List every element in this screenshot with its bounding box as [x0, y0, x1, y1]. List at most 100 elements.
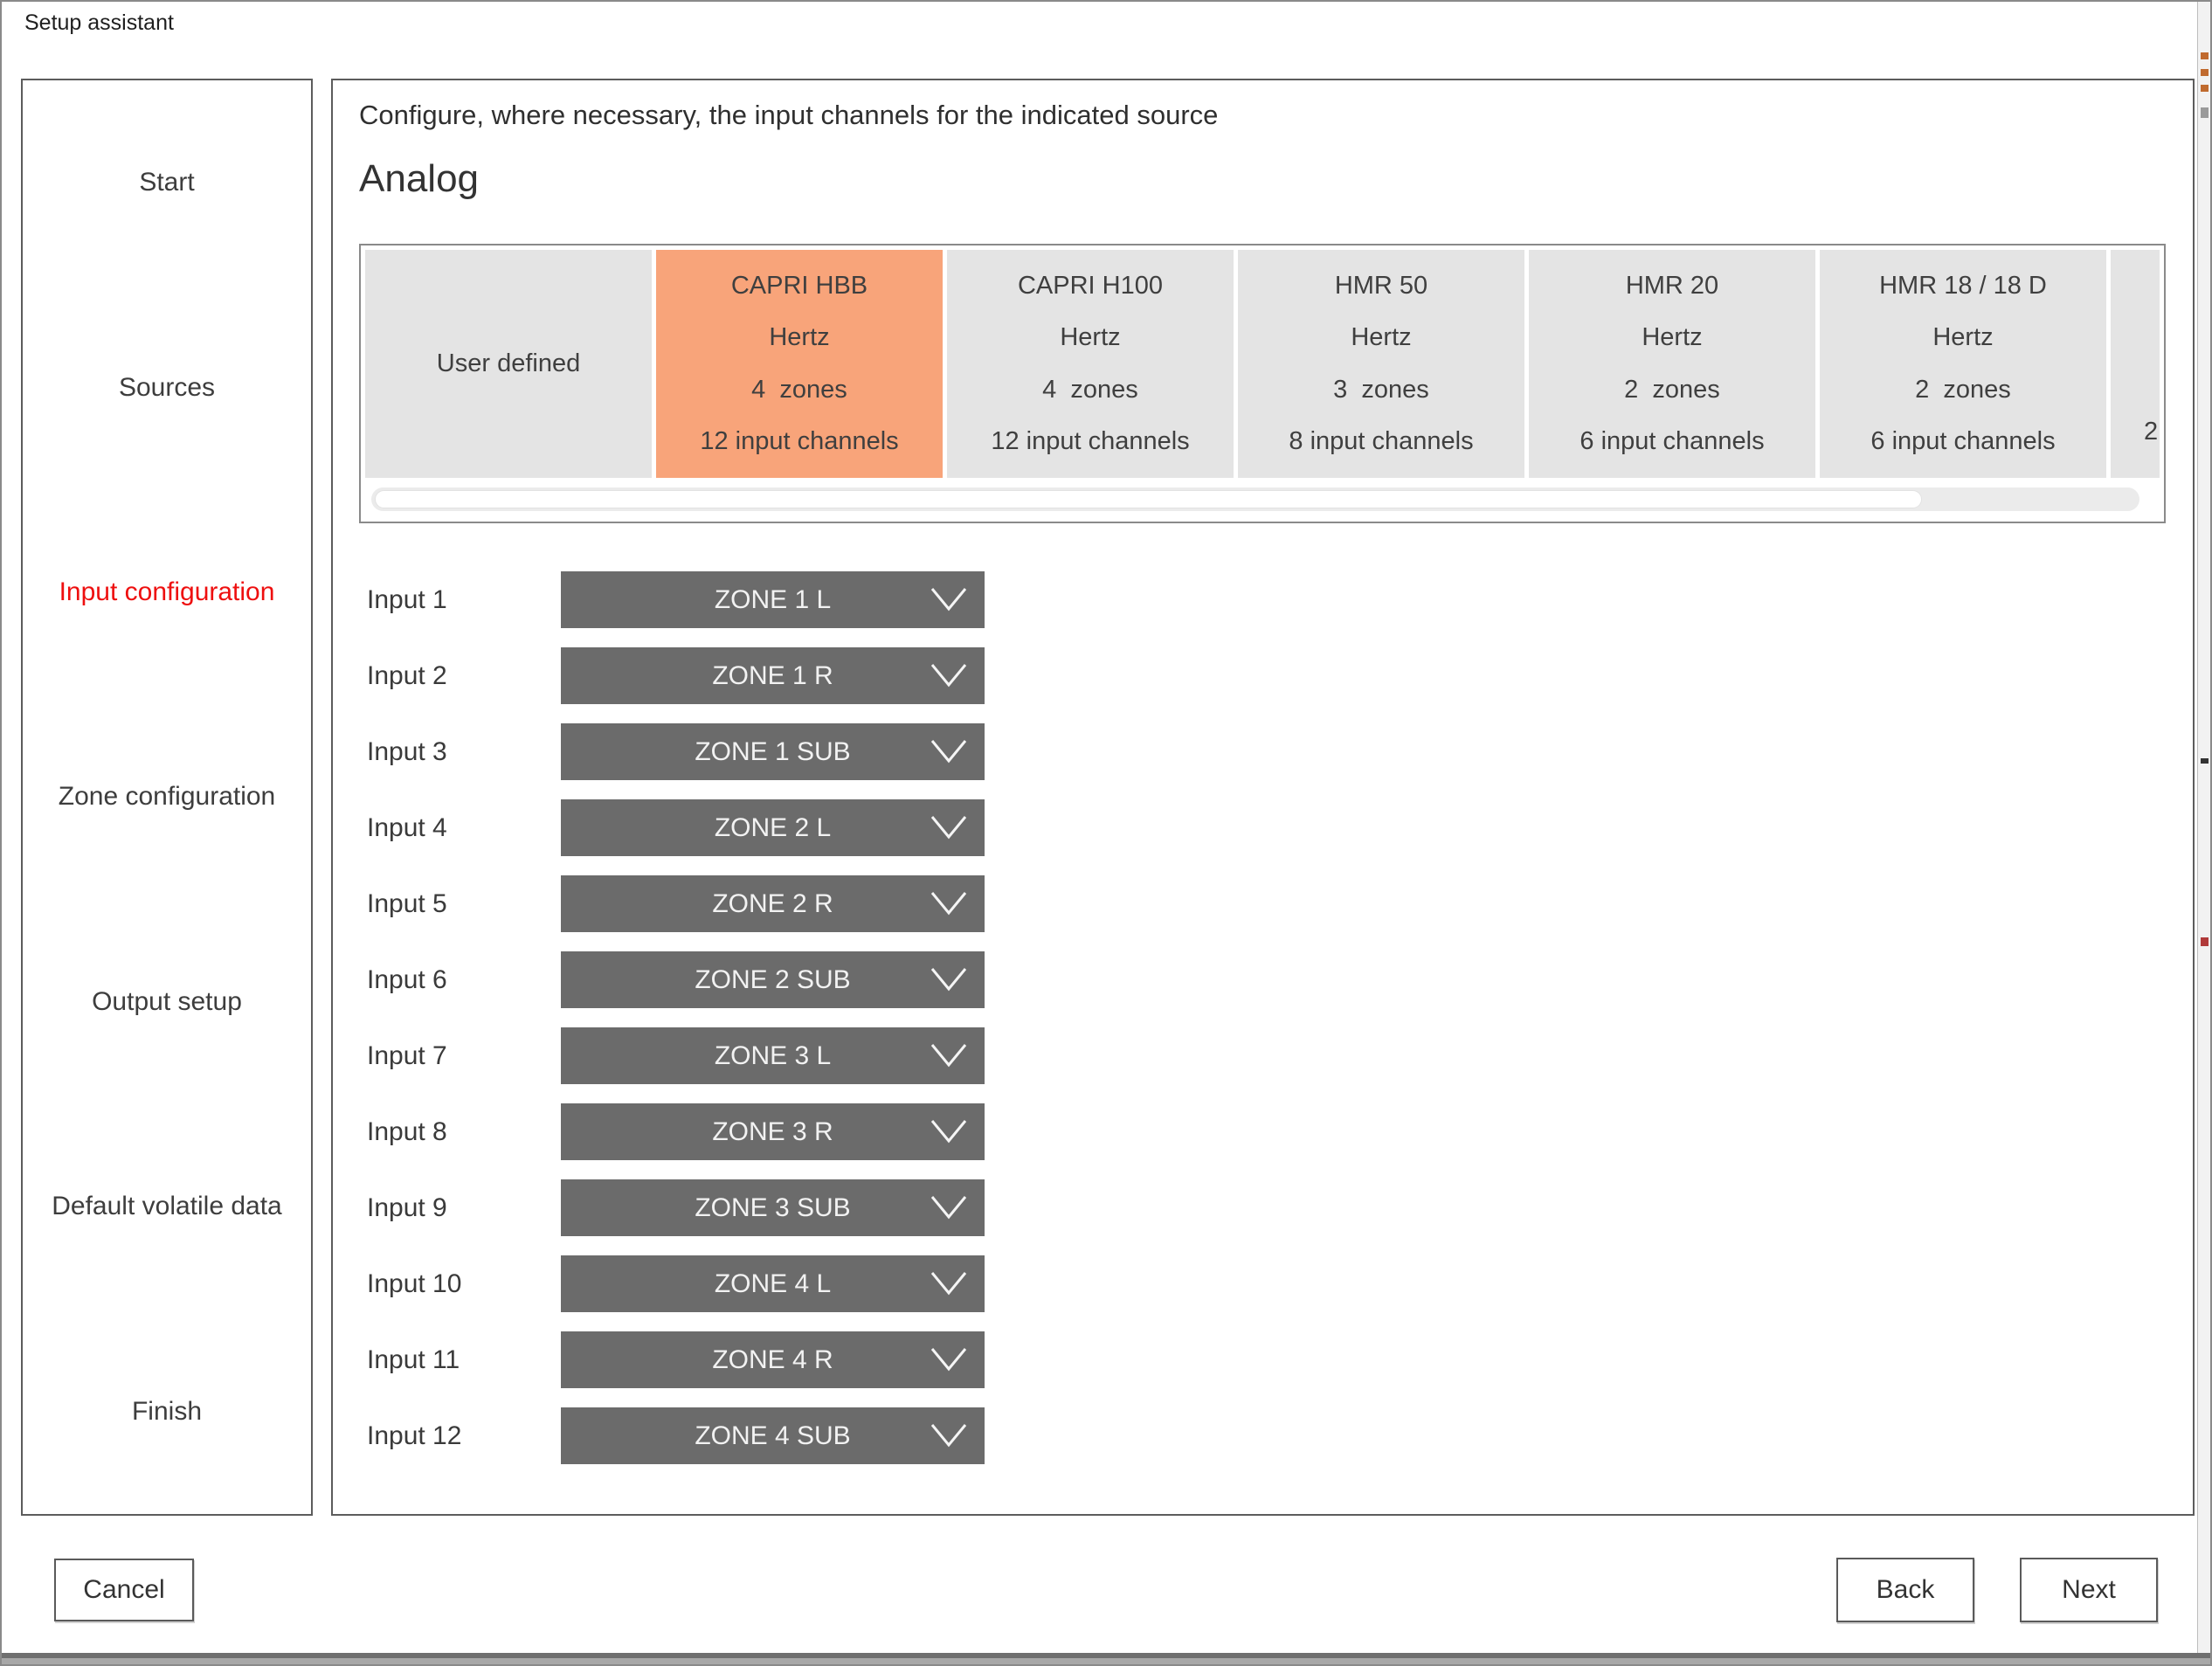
scrollbar-marker	[2201, 107, 2209, 118]
preset-card-capri-h100[interactable]: CAPRI H100 Hertz 4 zones 12 input channe…	[947, 250, 1234, 478]
chevron-down-icon	[930, 1272, 967, 1296]
preset-card-partial[interactable]: 2	[2111, 250, 2160, 478]
chevron-down-icon	[930, 740, 967, 764]
preset-card-hmr-18-18d[interactable]: HMR 18 / 18 D Hertz 2 zones 6 input chan…	[1820, 250, 2106, 478]
preset-zones: 2 zones	[1915, 375, 2011, 404]
wizard-steps-sidebar: Start Sources Input configuration Zone c…	[21, 79, 313, 1516]
scrollbar-marker	[2201, 69, 2209, 76]
preset-zones: 4 zones	[751, 375, 847, 404]
input-configuration-panel: Configure, where necessary, the input ch…	[331, 79, 2195, 1516]
input-row-10: Input 10 ZONE 4 L	[367, 1255, 985, 1312]
preset-card-list: User defined CAPRI HBB Hertz 4 zones 12 …	[365, 250, 2160, 478]
preset-name: HMR 18 / 18 D	[1879, 272, 2047, 301]
preset-name: CAPRI H100	[1017, 272, 1163, 301]
section-title-analog: Analog	[359, 157, 480, 200]
preset-card-capri-hbb[interactable]: CAPRI HBB Hertz 4 zones 12 input channel…	[656, 250, 943, 478]
input-label: Input 3	[367, 736, 447, 766]
dropdown-value: ZONE 4 L	[714, 1269, 832, 1298]
input-3-zone-dropdown[interactable]: ZONE 1 SUB	[561, 723, 985, 780]
step-input-configuration[interactable]: Input configuration	[59, 577, 275, 607]
input-label: Input 5	[367, 888, 447, 918]
input-row-4: Input 4 ZONE 2 L	[367, 799, 985, 856]
input-label: Input 12	[367, 1421, 462, 1450]
carousel-scrollbar-track[interactable]	[371, 487, 2139, 511]
cancel-button[interactable]: Cancel	[54, 1559, 194, 1621]
chevron-down-icon	[930, 816, 967, 840]
dropdown-value: ZONE 4 SUB	[695, 1421, 851, 1450]
input-7-zone-dropdown[interactable]: ZONE 3 L	[561, 1027, 985, 1084]
carousel-scrollbar-thumb[interactable]	[375, 490, 1922, 508]
input-label: Input 7	[367, 1040, 447, 1070]
input-row-3: Input 3 ZONE 1 SUB	[367, 723, 985, 780]
chevron-down-icon	[930, 1196, 967, 1220]
input-9-zone-dropdown[interactable]: ZONE 3 SUB	[561, 1179, 985, 1236]
input-row-6: Input 6 ZONE 2 SUB	[367, 951, 985, 1008]
input-5-zone-dropdown[interactable]: ZONE 2 R	[561, 875, 985, 932]
preset-card-user-defined[interactable]: User defined	[365, 250, 652, 478]
input-row-11: Input 11 ZONE 4 R	[367, 1331, 985, 1388]
input-row-5: Input 5 ZONE 2 R	[367, 875, 985, 932]
dropdown-value: ZONE 4 R	[712, 1345, 833, 1374]
preset-zones: 2 zones	[1624, 375, 1720, 404]
input-row-7: Input 7 ZONE 3 L	[367, 1027, 985, 1084]
chevron-down-icon	[930, 588, 967, 612]
preset-channels: 6 input channels	[1870, 426, 2056, 455]
input-11-zone-dropdown[interactable]: ZONE 4 R	[561, 1331, 985, 1388]
scrollbar-marker	[2201, 758, 2209, 764]
input-1-zone-dropdown[interactable]: ZONE 1 L	[561, 571, 985, 628]
preset-brand: Hertz	[1932, 323, 1994, 352]
dropdown-value: ZONE 2 R	[712, 888, 833, 918]
dropdown-value: ZONE 3 SUB	[695, 1192, 851, 1222]
chevron-down-icon	[930, 1044, 967, 1068]
preset-channels: 12 input channels	[700, 426, 899, 455]
input-6-zone-dropdown[interactable]: ZONE 2 SUB	[561, 951, 985, 1008]
preset-name: HMR 50	[1334, 272, 1428, 301]
input-label: Input 8	[367, 1116, 447, 1146]
preset-name: User defined	[436, 349, 581, 377]
input-10-zone-dropdown[interactable]: ZONE 4 L	[561, 1255, 985, 1312]
dropdown-value: ZONE 2 L	[714, 812, 832, 842]
chevron-down-icon	[930, 1120, 967, 1144]
instruction-text: Configure, where necessary, the input ch…	[359, 100, 1219, 130]
preset-channels: 6 input channels	[1580, 426, 1765, 455]
window-title: Setup assistant	[24, 10, 174, 35]
input-label: Input 10	[367, 1269, 462, 1298]
preset-carousel: User defined CAPRI HBB Hertz 4 zones 12 …	[359, 244, 2166, 523]
step-output-setup[interactable]: Output setup	[92, 986, 242, 1016]
preset-card-hmr-20[interactable]: HMR 20 Hertz 2 zones 6 input channels	[1529, 250, 1815, 478]
input-2-zone-dropdown[interactable]: ZONE 1 R	[561, 647, 985, 704]
input-label: Input 2	[367, 660, 447, 690]
preset-card-hmr-50[interactable]: HMR 50 Hertz 3 zones 8 input channels	[1238, 250, 1524, 478]
input-label: Input 6	[367, 964, 447, 994]
step-default-volatile-data[interactable]: Default volatile data	[52, 1192, 282, 1221]
input-8-zone-dropdown[interactable]: ZONE 3 R	[561, 1103, 985, 1160]
outer-scrollbar[interactable]	[2197, 2, 2210, 1653]
preset-zones: 4 zones	[1042, 375, 1138, 404]
input-12-zone-dropdown[interactable]: ZONE 4 SUB	[561, 1407, 985, 1464]
input-label: Input 9	[367, 1192, 447, 1222]
preset-brand: Hertz	[1060, 323, 1121, 352]
input-row-8: Input 8 ZONE 3 R	[367, 1103, 985, 1160]
preset-channels: 2	[2144, 418, 2159, 446]
preset-brand: Hertz	[1642, 323, 1703, 352]
input-4-zone-dropdown[interactable]: ZONE 2 L	[561, 799, 985, 856]
step-start[interactable]: Start	[139, 168, 195, 197]
step-finish[interactable]: Finish	[131, 1396, 203, 1426]
step-sources[interactable]: Sources	[118, 372, 216, 402]
input-label: Input 1	[367, 584, 447, 614]
input-label: Input 4	[367, 812, 447, 842]
chevron-down-icon	[930, 892, 967, 916]
dropdown-value: ZONE 1 SUB	[695, 736, 851, 766]
dropdown-value: ZONE 1 L	[714, 584, 832, 614]
back-button[interactable]: Back	[1836, 1558, 1974, 1622]
input-row-1: Input 1 ZONE 1 L	[367, 571, 985, 628]
next-button[interactable]: Next	[2020, 1558, 2158, 1622]
dropdown-value: ZONE 1 R	[712, 660, 833, 690]
dropdown-value: ZONE 2 SUB	[695, 964, 851, 994]
scrollbar-marker	[2201, 937, 2209, 946]
preset-zones: 3 zones	[1333, 375, 1429, 404]
input-row-9: Input 9 ZONE 3 SUB	[367, 1179, 985, 1236]
chevron-down-icon	[930, 968, 967, 992]
step-zone-configuration[interactable]: Zone configuration	[58, 782, 276, 812]
